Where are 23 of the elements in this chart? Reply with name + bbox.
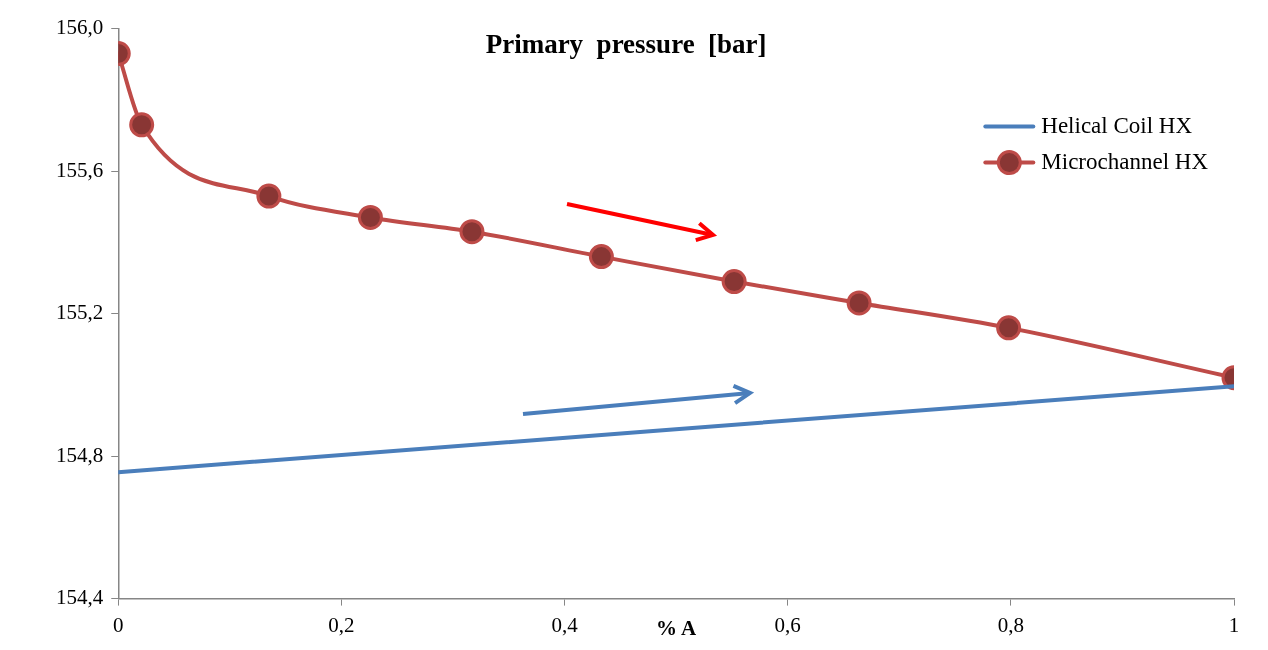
point bbox=[588, 244, 614, 270]
point bbox=[996, 315, 1022, 341]
y-tick-label: 154,8 bbox=[56, 442, 104, 467]
y-tick-label: 155,2 bbox=[56, 300, 104, 325]
point bbox=[256, 183, 282, 209]
point bbox=[459, 219, 485, 245]
y-tick-label: 155,6 bbox=[56, 157, 104, 182]
x-tick-label: 0,2 bbox=[328, 612, 355, 637]
legend-label: Helical Coil HX bbox=[1041, 112, 1193, 138]
x-tick-label: 0,6 bbox=[774, 612, 801, 637]
x-tick-label: 0,8 bbox=[997, 612, 1024, 637]
legend-label: Microchannel HX bbox=[1041, 148, 1209, 174]
x-tick-label: 0,4 bbox=[551, 612, 579, 637]
y-tick-label: 156,0 bbox=[56, 15, 104, 40]
x-tick-label: 1 bbox=[1228, 612, 1240, 637]
point bbox=[357, 204, 383, 230]
x-tick-label: 0 bbox=[113, 612, 124, 637]
x-axis-title: % A bbox=[655, 615, 698, 640]
point bbox=[129, 112, 155, 138]
point bbox=[846, 290, 872, 316]
y-tick-label: 154,4 bbox=[56, 585, 104, 610]
point bbox=[721, 269, 747, 295]
chart-title: Primary pressure [bar] bbox=[485, 28, 767, 59]
